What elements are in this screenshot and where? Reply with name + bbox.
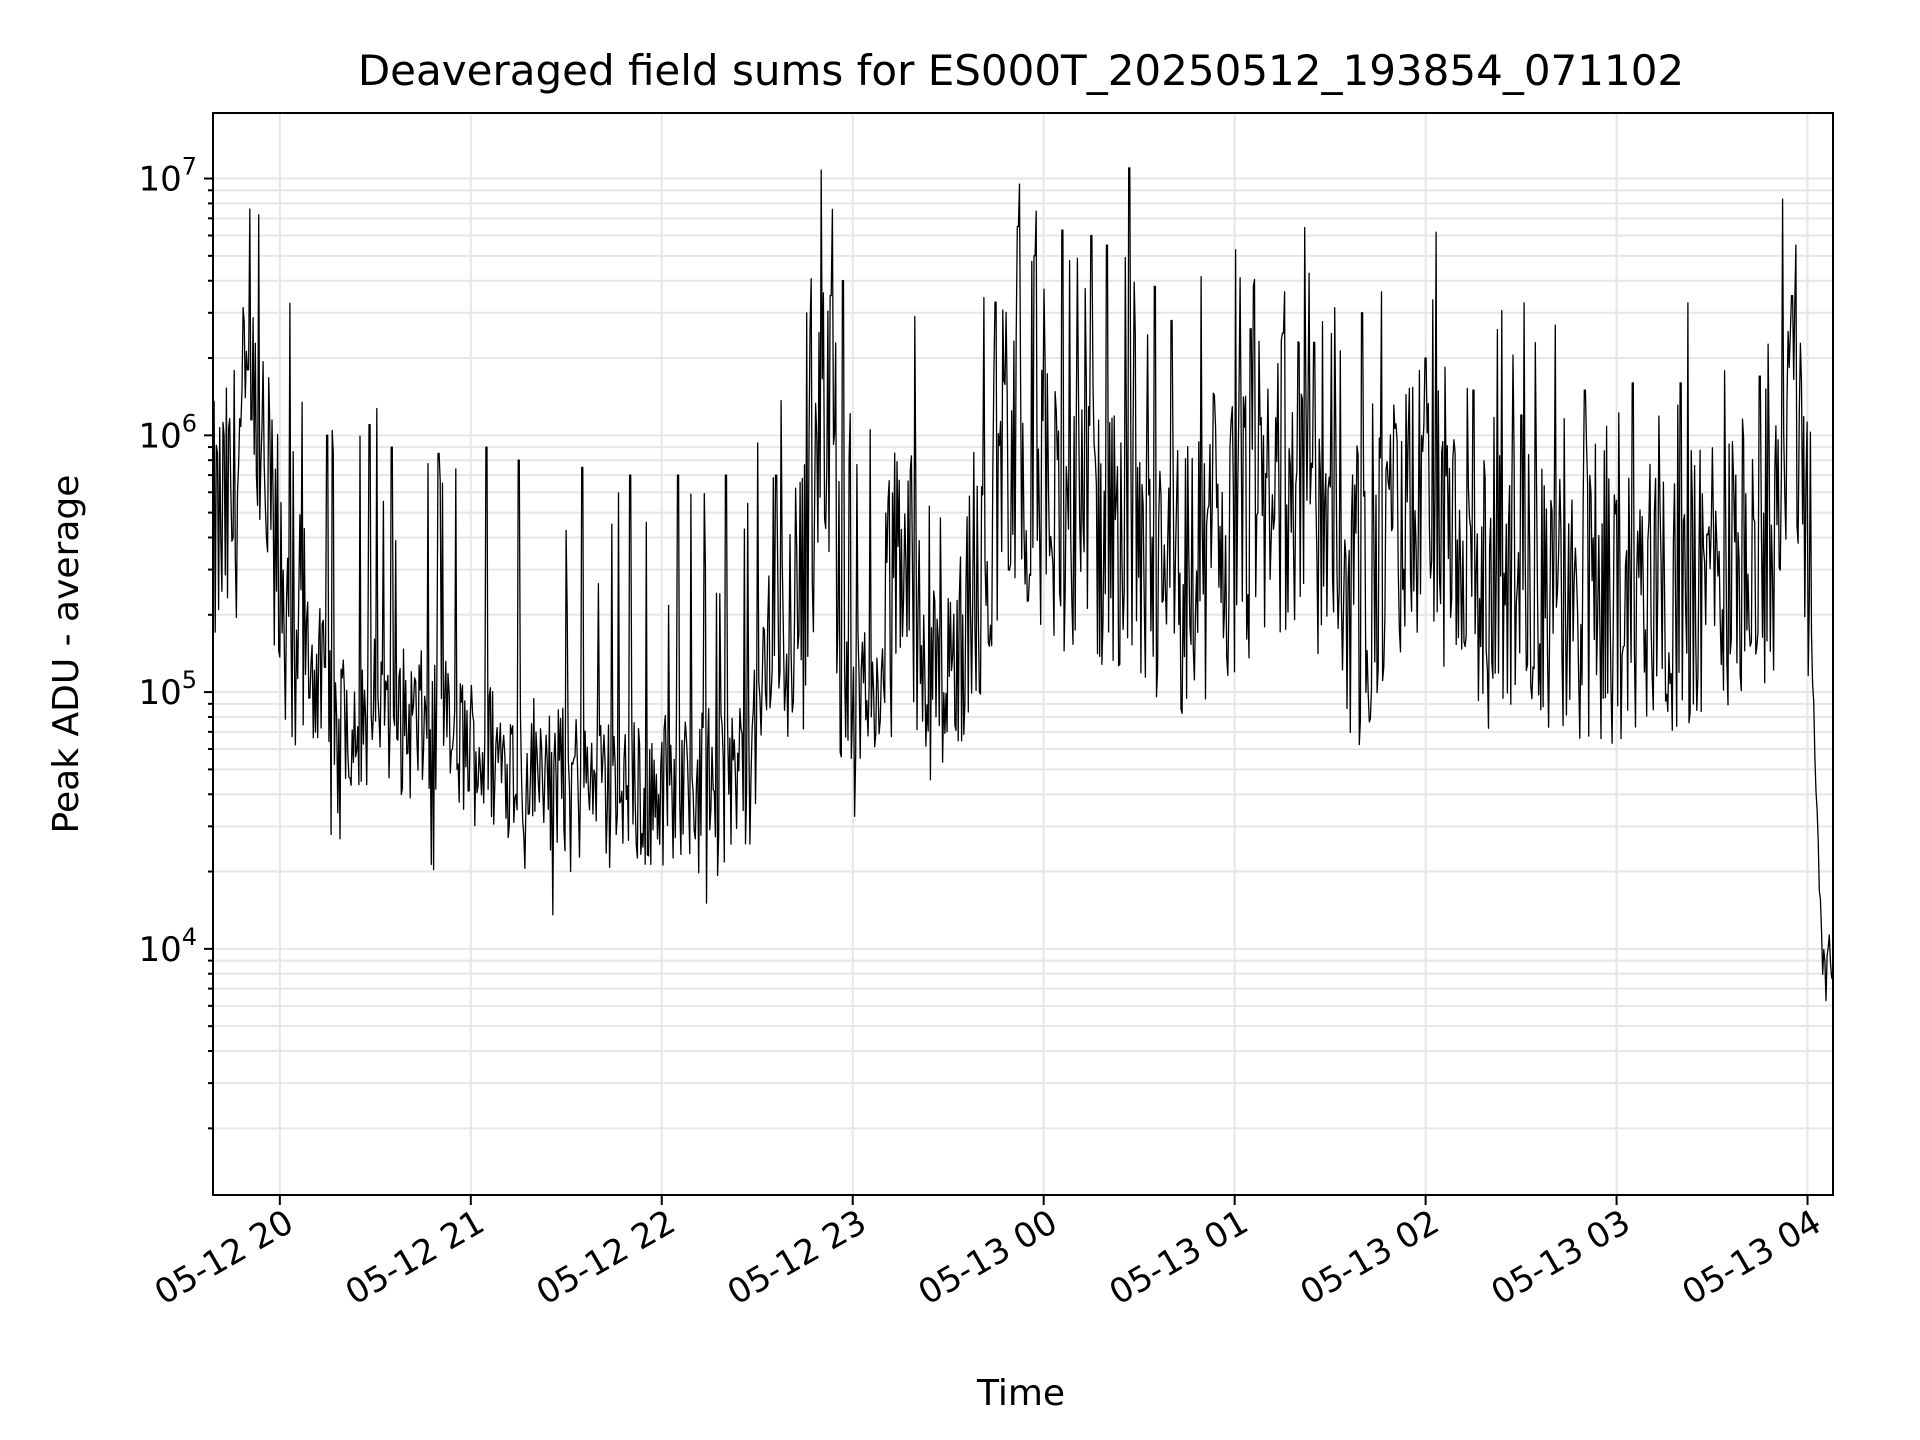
data-line <box>212 167 1834 1002</box>
x-tick-label: 05-13 00 <box>912 1202 1064 1313</box>
x-tick-label: 05-13 03 <box>1485 1202 1637 1313</box>
x-tick-label: 05-13 02 <box>1294 1202 1446 1313</box>
x-tick-label: 05-13 01 <box>1103 1202 1255 1313</box>
plot-frame <box>212 112 1834 1196</box>
x-tick-label: 05-12 22 <box>530 1202 682 1313</box>
x-tick-label: 05-12 20 <box>148 1202 300 1313</box>
y-axis-label: Peak ADU - average <box>46 475 87 834</box>
y-tick-label: 107 <box>138 153 197 200</box>
x-axis-label: Time <box>976 1373 1065 1414</box>
x-tick-label: 05-12 23 <box>721 1202 873 1313</box>
x-tick-label: 05-13 04 <box>1676 1202 1828 1313</box>
chart-title: Deaveraged field sums for ES000T_2025051… <box>358 46 1684 95</box>
y-tick-label: 106 <box>138 409 197 456</box>
x-tick-label: 05-12 21 <box>339 1202 491 1313</box>
y-tick-label: 104 <box>138 923 197 970</box>
y-tick-label: 105 <box>138 666 197 713</box>
series-line <box>212 167 1834 1002</box>
